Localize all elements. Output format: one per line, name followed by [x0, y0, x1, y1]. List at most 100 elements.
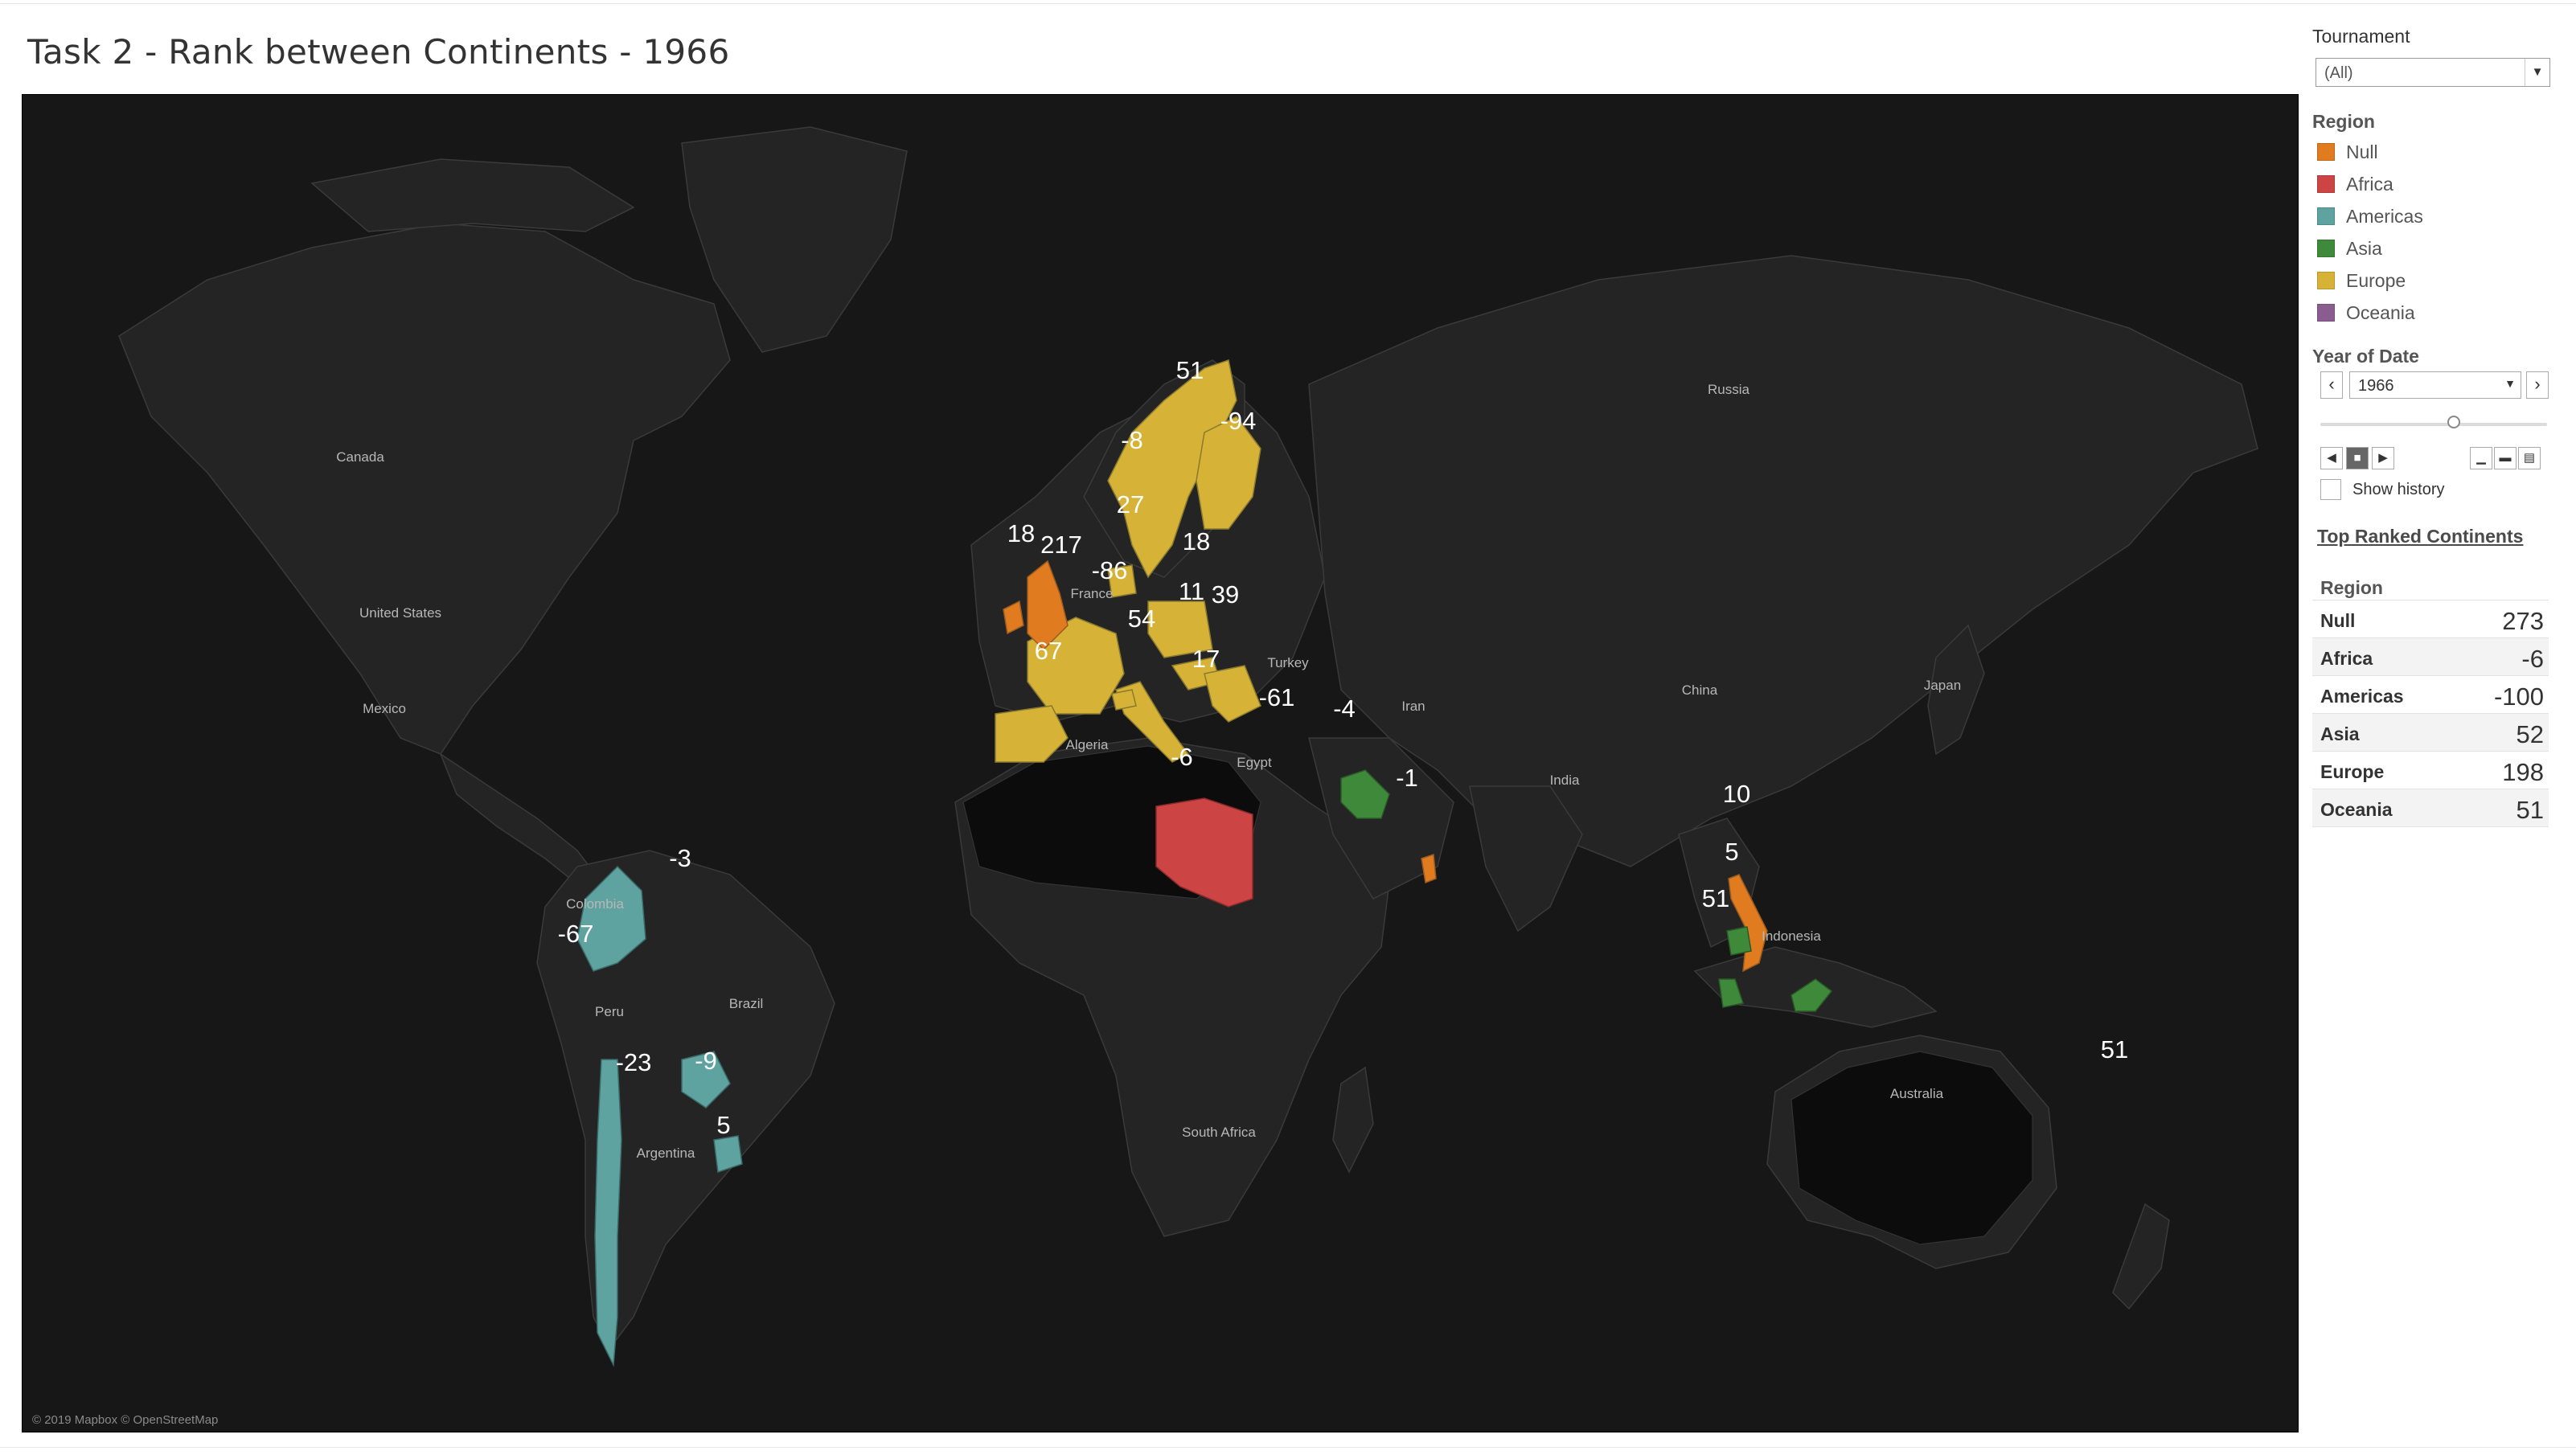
top-ranked-continents-title[interactable]: Top Ranked Continents: [2317, 526, 2524, 547]
stop-button[interactable]: ■: [2346, 447, 2369, 469]
row-region: Americas: [2320, 686, 2404, 707]
label-algeria: Algeria: [1066, 737, 1109, 752]
australia-dark: [1790, 1051, 2033, 1245]
legend-item-africa[interactable]: Africa: [2317, 174, 2393, 198]
speed-medium-icon[interactable]: ▬: [2494, 447, 2517, 469]
value-label-greece: -61: [1259, 683, 1295, 711]
top-border: [0, 0, 2576, 4]
libya-shape: [1155, 797, 1253, 908]
value-label-chile: -23: [616, 1048, 652, 1076]
table-row[interactable]: Oceania 51: [2312, 789, 2549, 827]
europe-countries: [995, 359, 1261, 763]
arctic-islands-shape: [310, 158, 635, 232]
malaysia-shape: [1718, 978, 1744, 1008]
null-countries: [1003, 559, 1768, 973]
table-row[interactable]: Asia 52: [2312, 714, 2549, 752]
india-shape: [1469, 785, 1583, 932]
step-back-button[interactable]: ◀: [2320, 447, 2343, 469]
label-france: France: [1071, 586, 1114, 601]
swatch-icon: [2317, 240, 2335, 257]
swatch-icon: [2317, 304, 2335, 322]
show-history-checkbox[interactable]: [2320, 479, 2341, 500]
show-history-label: Show history: [2352, 481, 2445, 498]
denmark-shape: [1107, 564, 1137, 598]
switzerland-shape: [1111, 689, 1137, 711]
row-value: 51: [2516, 796, 2544, 824]
finland-shape: [1196, 416, 1261, 530]
value-label-paraguay: -9: [695, 1047, 717, 1075]
legend-item-oceania[interactable]: Oceania: [2317, 302, 2415, 326]
africa-countries: [1155, 797, 1253, 908]
table-row[interactable]: Americas -100: [2312, 676, 2549, 714]
table-row[interactable]: Null 273: [2312, 600, 2549, 638]
value-label-qatar: -1: [1396, 764, 1418, 792]
poland-shape: [1147, 600, 1213, 658]
value-label-netherlands: -86: [1092, 556, 1128, 584]
colombia-ecuador-shape: [576, 865, 646, 972]
value-label-hungary: 11: [1179, 577, 1204, 605]
speed-slow-icon[interactable]: ▁: [2470, 447, 2492, 469]
japan-shape: [1927, 624, 1985, 756]
label-canada: Canada: [336, 449, 384, 465]
value-label-norway: 51: [1176, 356, 1204, 384]
swatch-icon: [2317, 207, 2335, 225]
value-label-spain: 67: [1035, 637, 1062, 665]
row-value: 52: [2516, 720, 2544, 748]
step-forward-button[interactable]: ▶: [2372, 447, 2394, 469]
iraq-shape: [1340, 769, 1390, 819]
value-label-venezuela: -3: [669, 844, 691, 872]
vietnam-shape: [1728, 874, 1768, 973]
legend-label: Americas: [2346, 206, 2423, 227]
world-map[interactable]: Canada United States Mexico Colombia Per…: [22, 94, 2299, 1432]
chevron-down-icon: ▼: [2525, 59, 2549, 86]
year-slider-track[interactable]: [2320, 423, 2547, 426]
table-row[interactable]: Africa -6: [2312, 638, 2549, 676]
year-dropdown[interactable]: 1966 ▼: [2349, 371, 2521, 399]
tournament-value: (All): [2324, 64, 2353, 82]
value-label-uruguay: 5: [716, 1111, 730, 1139]
value-label-new-zealand: 51: [2101, 1035, 2128, 1064]
value-label-uk: 217: [1040, 531, 1082, 559]
qatar-shape: [1421, 853, 1437, 884]
value-labels: 51 -94 -8 27 18 217 18 -86 11 39 54 67 1…: [558, 356, 2129, 1139]
legend-item-asia[interactable]: Asia: [2317, 238, 2382, 262]
row-region: Europe: [2320, 761, 2385, 782]
swatch-icon: [2317, 272, 2335, 289]
next-year-button[interactable]: ›: [2526, 371, 2549, 399]
legend-item-europe[interactable]: Europe: [2317, 270, 2406, 294]
previous-year-button[interactable]: ‹: [2320, 371, 2343, 399]
label-egypt: Egypt: [1237, 755, 1272, 770]
table-row[interactable]: Europe 198: [2312, 752, 2549, 789]
greenland-shape: [681, 126, 908, 353]
label-brazil: Brazil: [729, 996, 764, 1011]
label-turkey: Turkey: [1267, 655, 1309, 670]
chile-shape: [594, 1059, 622, 1367]
value-label-poland: 18: [1183, 527, 1210, 555]
row-value: 273: [2502, 607, 2544, 635]
row-region: Africa: [2320, 648, 2373, 669]
label-peru: Peru: [595, 1004, 624, 1019]
madagascar-shape: [1332, 1066, 1374, 1174]
legend-item-americas[interactable]: Americas: [2317, 206, 2423, 230]
asia-shape: [1308, 255, 2258, 867]
swatch-icon: [2317, 143, 2335, 161]
ireland-shape: [1003, 600, 1024, 635]
year-slider-handle[interactable]: [2447, 416, 2460, 428]
label-mexico: Mexico: [363, 701, 406, 716]
uruguay-shape: [713, 1135, 743, 1174]
value-label-cambodia: 5: [1725, 838, 1738, 866]
label-colombia: Colombia: [566, 896, 624, 912]
tournament-dropdown[interactable]: (All) ▼: [2316, 58, 2550, 87]
map-attribution[interactable]: © 2019 Mapbox © OpenStreetMap: [32, 1413, 219, 1427]
uk-shape: [1027, 559, 1069, 651]
label-japan: Japan: [1924, 678, 1961, 693]
north-america-shape: [118, 223, 731, 755]
value-label-iraq: -4: [1333, 695, 1356, 723]
row-region: Asia: [2320, 723, 2360, 744]
paraguay-shape: [681, 1051, 731, 1109]
speed-fast-icon[interactable]: ▤: [2518, 447, 2541, 469]
cambodia-shape: [1726, 926, 1752, 956]
map-canvas: Canada United States Mexico Colombia Per…: [118, 126, 2258, 1367]
legend-label: Asia: [2346, 238, 2382, 259]
legend-item-null[interactable]: Null: [2317, 141, 2378, 166]
